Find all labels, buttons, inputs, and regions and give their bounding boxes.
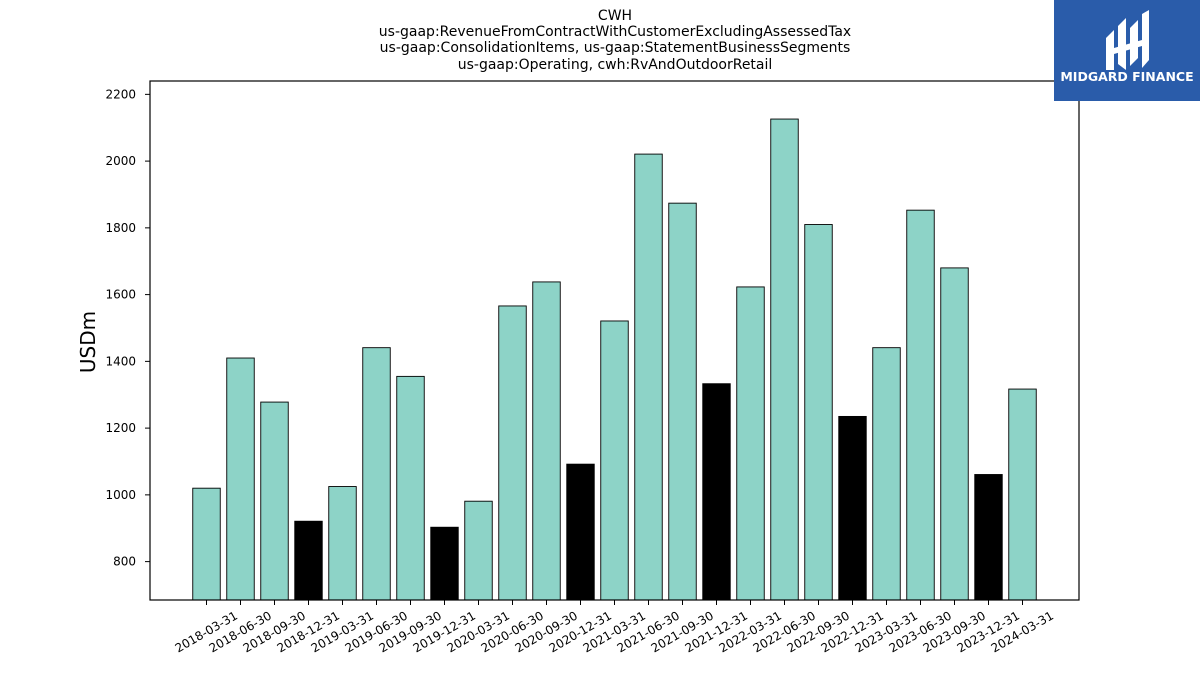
midgard-finance-logo: MIDGARD FINANCE — [1054, 0, 1200, 101]
chart-title-line: CWH — [598, 8, 632, 24]
bar-2023-03-31 — [872, 347, 901, 601]
bar-2022-03-31 — [736, 286, 765, 601]
y-tick-label: 2000 — [105, 154, 136, 168]
bar-2019-03-31 — [328, 486, 357, 601]
bar-2019-12-31 — [430, 526, 459, 601]
y-tick-label: 800 — [113, 555, 136, 569]
bar-series — [192, 118, 1037, 601]
y-tick-label: 1800 — [105, 221, 136, 235]
bar-2022-09-30 — [804, 224, 833, 601]
bar-2021-03-31 — [600, 320, 629, 601]
midgard-logo-icon — [1106, 10, 1149, 70]
bar-2019-06-30 — [362, 347, 391, 601]
y-axis: 800 1000 1200 1400 1600 1800 2000 2200 — [105, 87, 150, 569]
bar-2020-03-31 — [464, 500, 493, 601]
bar-2018-12-31 — [294, 520, 323, 601]
x-axis: 2018-03-312018-06-302018-09-302018-12-31… — [173, 600, 1056, 655]
bar-2023-09-30 — [940, 267, 969, 601]
bar-2024-03-31 — [1008, 388, 1037, 601]
y-tick-label: 1600 — [105, 288, 136, 302]
bar-2023-12-31 — [974, 474, 1003, 601]
bar-2023-06-30 — [906, 209, 935, 601]
chart-title: CWH us-gaap:RevenueFromContractWithCusto… — [379, 8, 851, 73]
chart-title-line: us-gaap:RevenueFromContractWithCustomerE… — [379, 24, 851, 40]
y-tick-label: 1400 — [105, 354, 136, 368]
plot-frame — [149, 80, 1080, 601]
y-axis-label: USDm — [76, 311, 100, 373]
chart-title-line: us-gaap:Operating, cwh:RvAndOutdoorRetai… — [458, 57, 773, 73]
y-tick-label: 2200 — [105, 87, 136, 101]
bar-2020-09-30 — [532, 281, 561, 601]
bar-2018-06-30 — [226, 357, 255, 601]
chart-title-line: us-gaap:ConsolidationItems, us-gaap:Stat… — [380, 40, 851, 56]
y-tick-label: 1000 — [105, 488, 136, 502]
bar-2020-06-30 — [498, 305, 527, 601]
bar-2021-12-31 — [702, 383, 731, 601]
bar-2019-09-30 — [396, 375, 425, 601]
bar-2022-12-31 — [838, 415, 867, 601]
bar-2022-06-30 — [770, 118, 799, 601]
bar-2020-12-31 — [566, 463, 595, 601]
bar-2021-06-30 — [634, 153, 663, 601]
y-tick-label: 1200 — [105, 421, 136, 435]
logo-background — [1054, 0, 1200, 101]
bar-2018-09-30 — [260, 401, 289, 601]
bar-2018-03-31 — [192, 487, 221, 601]
bar-2021-09-30 — [668, 202, 697, 601]
logo-text: MIDGARD FINANCE — [1060, 69, 1193, 84]
